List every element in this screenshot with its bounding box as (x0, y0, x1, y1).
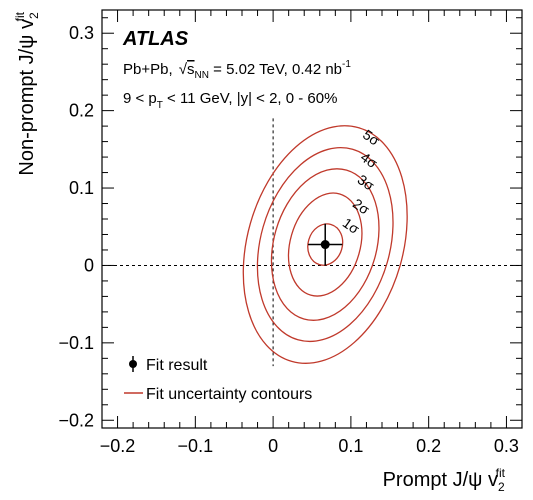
contour-label-1sigma: 1σ (340, 215, 363, 238)
y-tick-label: 0.2 (69, 101, 94, 121)
info-line-2: 9 < pT < 11 GeV, |y| < 2, 0 - 60% (123, 90, 337, 111)
contour-label-3sigma: 3σ (355, 171, 378, 194)
contour-label-4sigma: 4σ (358, 149, 381, 172)
legend: Fit result Fit uncertainty contours (124, 356, 312, 403)
x-tick-label: 0.1 (338, 436, 363, 456)
y-tick-label: 0.1 (69, 178, 94, 198)
x-tick-label: −0.1 (178, 436, 214, 456)
info-line-1: Pb+Pb, √sNN = 5.02 TeV, 0.42 nb-1 (123, 59, 351, 81)
legend-marker-fit-result (129, 356, 137, 372)
axis-ticks (102, 10, 523, 428)
legend-label-contours: Fit uncertainty contours (146, 386, 312, 403)
x-tick-label: −0.2 (100, 436, 136, 456)
contour-5sigma (242, 125, 408, 364)
reference-lines (102, 118, 522, 367)
y-tick-label: 0 (84, 255, 94, 275)
contour-label-5sigma: 5σ (360, 126, 383, 149)
fit-result-marker-group (308, 223, 343, 266)
contour-3sigma (270, 168, 380, 321)
x-tick-label: 0.3 (494, 436, 519, 456)
contour-2sigma (287, 192, 363, 297)
x-axis-title: Prompt J/ψ v2fit (383, 466, 506, 494)
tick-labels: −0.2 −0.1 0 0.1 0.2 0.3 −0.2 −0.1 0 0.1 0.2 0.3 (58, 23, 519, 456)
y-tick-label: −0.2 (58, 410, 94, 430)
experiment-label: ATLAS (122, 28, 189, 50)
y-tick-label: −0.1 (58, 333, 94, 353)
contour-1sigma (307, 223, 344, 266)
x-tick-label: 0 (268, 436, 278, 456)
x-tick-label: 0.2 (416, 436, 441, 456)
legend-label-fit-result: Fit result (146, 357, 208, 374)
fit-result-point (320, 240, 330, 250)
y-axis-title: Non-prompt J/ψ v2fit (13, 11, 41, 175)
contour-4sigma (256, 147, 394, 343)
contour-group (242, 125, 408, 364)
contour-label-2sigma: 2σ (350, 195, 373, 218)
y-tick-label: 0.3 (69, 23, 94, 43)
